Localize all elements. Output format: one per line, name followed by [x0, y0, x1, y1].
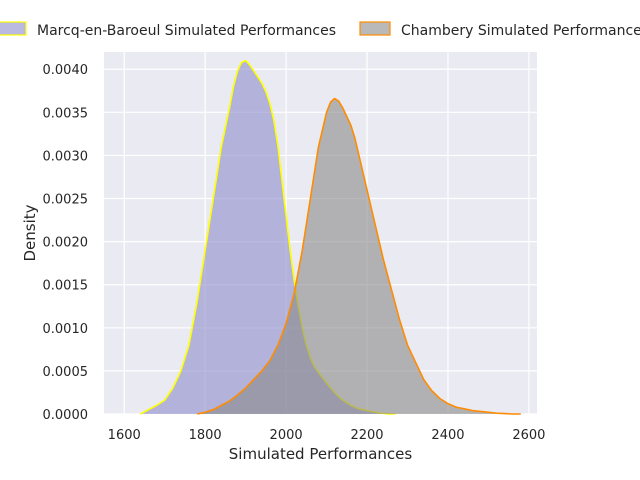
- series-area: [140, 60, 396, 415]
- y-axis-label: Density: [21, 204, 39, 261]
- y-tick-label: 0.0010: [43, 322, 89, 337]
- y-tick-label: 0.0030: [43, 149, 89, 164]
- x-tick-label: 1800: [189, 428, 222, 443]
- x-axis-label: Simulated Performances: [229, 445, 413, 463]
- y-tick-label: 0.0040: [43, 63, 89, 78]
- y-tick-label: 0.0005: [43, 365, 89, 380]
- series-2: [196, 97, 521, 415]
- series-area: [197, 98, 521, 414]
- x-axis: 1600 1800 2000 2200 2400 2600: [108, 428, 546, 443]
- x-tick-label: 2200: [350, 428, 383, 443]
- legend: Marcq-en-Baroeul Simulated Performances C…: [0, 21, 640, 39]
- y-tick-label: 0.0000: [43, 408, 89, 423]
- x-tick-label: 2600: [512, 428, 545, 443]
- legend-swatch: [0, 21, 27, 36]
- y-tick-label: 0.0025: [43, 193, 89, 208]
- y-tick-label: 0.0035: [43, 106, 89, 121]
- legend-label: Chambery Simulated Performances: [401, 23, 640, 39]
- y-axis: 0.0000 0.0005 0.0010 0.0015 0.0020 0.0025 0.00…: [43, 63, 89, 423]
- legend-swatch: [359, 21, 391, 36]
- y-tick-label: 0.0020: [43, 236, 89, 251]
- series-line: [196, 97, 521, 415]
- x-tick-label: 2000: [270, 428, 303, 443]
- x-tick-label: 2400: [431, 428, 464, 443]
- legend-label: Marcq-en-Baroeul Simulated Performances: [37, 23, 336, 39]
- y-tick-label: 0.0015: [43, 279, 89, 294]
- x-tick-label: 1600: [108, 428, 141, 443]
